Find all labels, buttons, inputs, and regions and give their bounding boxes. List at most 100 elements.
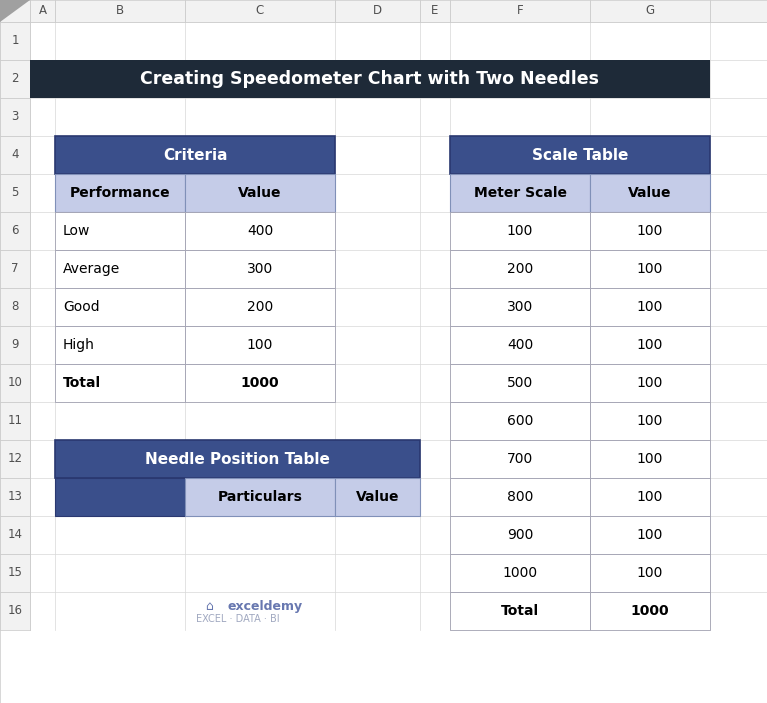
Text: 300: 300 (507, 300, 533, 314)
Text: E: E (431, 4, 439, 18)
Bar (590, 288, 710, 326)
Text: 100: 100 (247, 338, 273, 352)
Bar (450, 364, 590, 402)
Bar (185, 288, 335, 326)
Bar (0, 402, 30, 440)
Bar (335, 0, 420, 22)
Bar (450, 288, 590, 326)
Text: 4: 4 (12, 148, 18, 162)
Text: Criteria: Criteria (163, 148, 227, 162)
Text: 11: 11 (8, 415, 22, 427)
Text: 1000: 1000 (241, 376, 279, 390)
Bar (590, 592, 710, 630)
Text: 5: 5 (12, 186, 18, 200)
Text: Performance: Performance (70, 186, 170, 200)
Text: 100: 100 (637, 490, 663, 504)
Text: 9: 9 (12, 339, 18, 352)
Bar (30, 60, 710, 98)
Bar (335, 478, 420, 516)
Text: exceldemy: exceldemy (228, 600, 303, 613)
Text: 900: 900 (507, 528, 533, 542)
Text: Meter Scale: Meter Scale (473, 186, 567, 200)
Bar (450, 174, 590, 212)
Bar (0, 22, 30, 60)
Bar (590, 402, 710, 440)
Bar (590, 364, 710, 402)
Text: Total: Total (63, 376, 101, 390)
Bar (0, 0, 30, 22)
Bar (590, 250, 710, 288)
Bar (420, 0, 450, 22)
Text: 700: 700 (507, 452, 533, 466)
Text: 100: 100 (637, 338, 663, 352)
Bar (450, 440, 590, 478)
Bar (55, 212, 185, 250)
Bar (0, 326, 30, 364)
Bar (185, 250, 335, 288)
Bar (185, 326, 335, 364)
Bar (55, 0, 185, 22)
Text: Value: Value (628, 186, 672, 200)
Text: EXCEL · DATA · BI: EXCEL · DATA · BI (196, 614, 279, 624)
Bar (55, 250, 185, 288)
Bar (185, 364, 335, 402)
Text: 400: 400 (507, 338, 533, 352)
Text: Needle Position Table: Needle Position Table (145, 451, 330, 467)
Text: 12: 12 (8, 453, 22, 465)
Polygon shape (0, 0, 30, 22)
Bar (55, 364, 185, 402)
Text: 15: 15 (8, 567, 22, 579)
Bar (0, 136, 30, 174)
Text: 10: 10 (8, 377, 22, 389)
Bar (590, 326, 710, 364)
Text: 100: 100 (507, 224, 533, 238)
Bar (0, 250, 30, 288)
Text: B: B (116, 4, 124, 18)
Text: 13: 13 (8, 491, 22, 503)
Text: Value: Value (239, 186, 281, 200)
Text: 600: 600 (507, 414, 533, 428)
Bar (0, 554, 30, 592)
Text: 1000: 1000 (630, 604, 670, 618)
Text: 7: 7 (12, 262, 18, 276)
Text: Scale Table: Scale Table (532, 148, 628, 162)
Bar (710, 0, 767, 22)
Bar (450, 516, 590, 554)
Bar (450, 212, 590, 250)
Text: 100: 100 (637, 414, 663, 428)
Bar (0, 440, 30, 478)
Text: Creating Speedometer Chart with Two Needles: Creating Speedometer Chart with Two Need… (140, 70, 600, 88)
Text: 200: 200 (247, 300, 273, 314)
Text: 100: 100 (637, 528, 663, 542)
Bar (0, 212, 30, 250)
Text: 300: 300 (247, 262, 273, 276)
Text: 16: 16 (8, 605, 22, 617)
Text: 100: 100 (637, 224, 663, 238)
Bar (0, 478, 30, 516)
Bar (55, 478, 185, 516)
Bar (185, 174, 335, 212)
Bar (185, 0, 335, 22)
Bar (590, 440, 710, 478)
Text: 100: 100 (637, 262, 663, 276)
Text: 800: 800 (507, 490, 533, 504)
Bar (30, 0, 55, 22)
Bar (0, 288, 30, 326)
Text: D: D (373, 4, 382, 18)
Text: Average: Average (63, 262, 120, 276)
Text: 400: 400 (247, 224, 273, 238)
Bar (0, 174, 30, 212)
Text: Value: Value (356, 490, 400, 504)
Text: Low: Low (63, 224, 91, 238)
Text: High: High (63, 338, 95, 352)
Bar (55, 136, 335, 174)
Text: 100: 100 (637, 452, 663, 466)
Bar (450, 402, 590, 440)
Bar (55, 174, 185, 212)
Text: 6: 6 (12, 224, 18, 238)
Bar (0, 60, 30, 98)
Bar (590, 478, 710, 516)
Text: A: A (38, 4, 47, 18)
Bar (450, 326, 590, 364)
Bar (0, 592, 30, 630)
